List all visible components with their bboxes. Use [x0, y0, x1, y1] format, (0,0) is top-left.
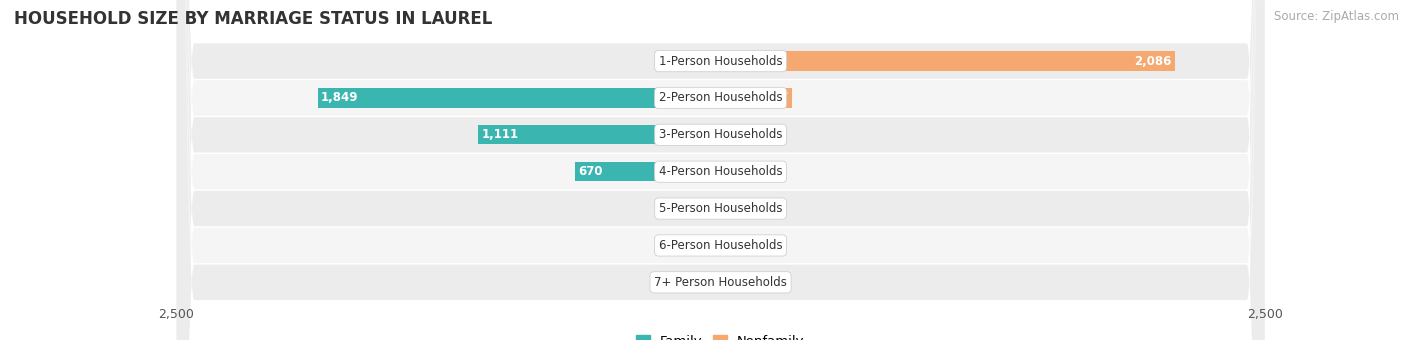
Text: 0: 0	[738, 128, 745, 141]
Bar	[318, 88, 721, 107]
FancyBboxPatch shape	[177, 0, 1264, 340]
Text: 1,111: 1,111	[482, 128, 519, 141]
FancyBboxPatch shape	[177, 0, 1264, 340]
Text: 6-Person Households: 6-Person Households	[659, 239, 782, 252]
FancyBboxPatch shape	[177, 0, 1264, 340]
FancyBboxPatch shape	[177, 0, 1264, 340]
FancyBboxPatch shape	[177, 0, 1264, 340]
Bar	[721, 88, 792, 107]
Bar	[709, 273, 721, 292]
Text: 0: 0	[738, 239, 745, 252]
Text: 1,849: 1,849	[321, 91, 359, 104]
Text: 0: 0	[738, 276, 745, 289]
Bar	[704, 236, 721, 255]
Bar	[721, 51, 1175, 71]
Legend: Family, Nonfamily: Family, Nonfamily	[631, 330, 810, 340]
Text: 2-Person Households: 2-Person Households	[659, 91, 782, 104]
Text: 3-Person Households: 3-Person Households	[659, 128, 782, 141]
Text: 4-Person Households: 4-Person Households	[659, 165, 782, 178]
Text: HOUSEHOLD SIZE BY MARRIAGE STATUS IN LAUREL: HOUSEHOLD SIZE BY MARRIAGE STATUS IN LAU…	[14, 10, 492, 28]
Text: 54: 54	[690, 276, 706, 289]
FancyBboxPatch shape	[177, 0, 1264, 340]
Text: Source: ZipAtlas.com: Source: ZipAtlas.com	[1274, 10, 1399, 23]
Text: 327: 327	[765, 91, 789, 104]
Text: 670: 670	[578, 165, 602, 178]
Text: 7+ Person Households: 7+ Person Households	[654, 276, 787, 289]
Bar	[662, 199, 721, 218]
Text: 5-Person Households: 5-Person Households	[659, 202, 782, 215]
Bar	[478, 125, 721, 144]
Bar	[575, 162, 721, 181]
Text: 0: 0	[738, 202, 745, 215]
Text: 269: 269	[665, 202, 690, 215]
Text: 0: 0	[738, 165, 745, 178]
Text: 1-Person Households: 1-Person Households	[659, 55, 782, 68]
Text: 2,086: 2,086	[1135, 55, 1173, 68]
Text: 77: 77	[686, 239, 700, 252]
Text: 0: 0	[696, 55, 703, 68]
FancyBboxPatch shape	[177, 0, 1264, 340]
